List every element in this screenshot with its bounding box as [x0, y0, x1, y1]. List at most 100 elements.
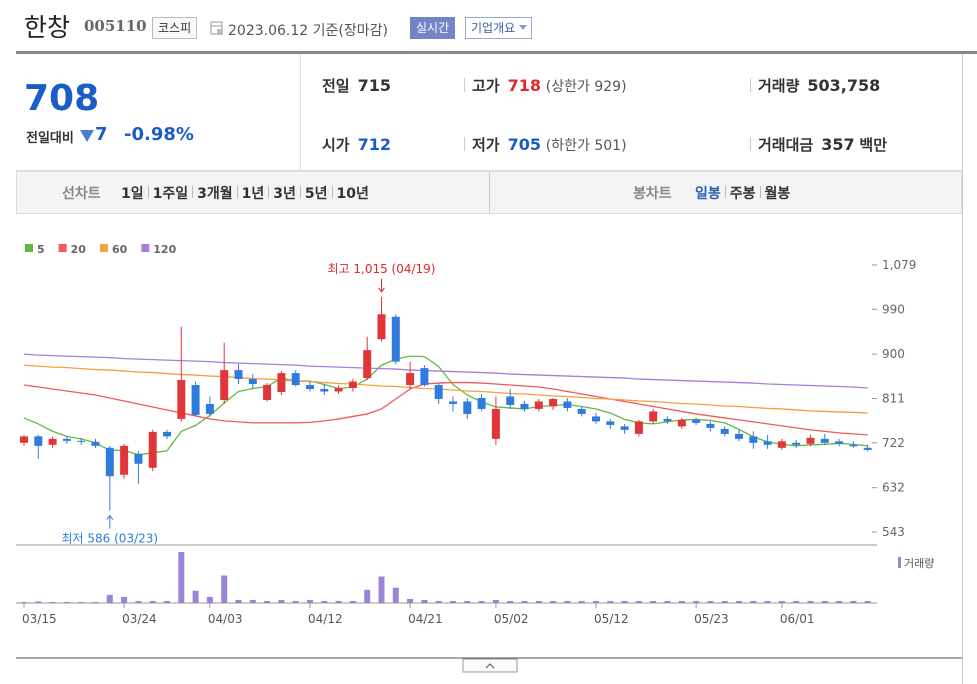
volume-bar — [564, 600, 571, 603]
quote-item: 거래대금 357 백만 — [758, 134, 887, 155]
candle-body — [48, 438, 57, 445]
volume-bar — [464, 600, 471, 603]
volume-bar — [135, 600, 142, 603]
legend-swatch — [25, 244, 33, 252]
company-dropdown[interactable]: 기업개요 — [465, 17, 533, 39]
volume-bar — [721, 600, 728, 603]
candle-body — [134, 453, 143, 464]
volume-bar — [621, 600, 628, 603]
ma-line — [23, 353, 868, 389]
volume-bar — [321, 600, 328, 603]
candle-body — [606, 421, 615, 425]
volume-bar — [335, 600, 342, 603]
item-note: (상한가 929) — [545, 79, 627, 95]
volume-bar — [92, 601, 99, 603]
candle-body — [177, 380, 186, 419]
volume-bar — [106, 594, 113, 603]
high-annotation: 최고 1,015 (04/19) — [327, 262, 435, 276]
separator — [464, 78, 465, 92]
item-value: 712 — [357, 135, 392, 154]
period-tab[interactable]: 3개월 — [197, 186, 233, 202]
tab-separator — [299, 186, 301, 198]
candle-body — [777, 441, 786, 448]
period-tab[interactable]: 월봉 — [764, 186, 791, 202]
candle-body — [234, 370, 243, 380]
y-tick-label: 543 — [882, 525, 905, 539]
collapse-button[interactable] — [462, 658, 518, 673]
low-arrow — [106, 514, 114, 529]
calendar-icon — [210, 21, 223, 35]
market-badge: 코스피 — [152, 17, 198, 39]
candle-body — [563, 401, 572, 408]
candle-body — [792, 442, 801, 445]
company-label: 기업개요 — [471, 21, 516, 35]
volume-bar — [35, 601, 42, 603]
candle-body — [91, 441, 100, 446]
change-label: 전일대비 — [26, 131, 74, 146]
period-tab[interactable]: 5년 — [304, 186, 328, 202]
period-tab[interactable]: 1년 — [241, 186, 265, 202]
period-tab[interactable]: 1일 — [121, 186, 144, 202]
tab-group-label: 봉차트 — [633, 186, 672, 202]
period-tab[interactable]: 1주일 — [152, 186, 189, 202]
quote-item: 고가 718 (상한가 929) — [472, 75, 627, 96]
stock-name: 한창 — [24, 13, 71, 42]
candle-body — [706, 423, 715, 428]
volume-bar — [693, 600, 700, 603]
item-value: 357 — [821, 135, 855, 154]
realtime-button[interactable]: 실시간 — [410, 17, 456, 39]
x-tick-label: 04/03 — [208, 612, 243, 626]
candle-body — [763, 441, 772, 445]
candle-body — [735, 433, 743, 439]
x-tick-label: 05/02 — [494, 612, 529, 626]
candle-body — [463, 401, 472, 414]
candle-body — [749, 436, 758, 443]
candle-body — [506, 396, 515, 405]
legend-swatch — [99, 244, 108, 252]
legend-label: 120 — [153, 243, 176, 256]
candle-body — [277, 373, 286, 393]
volume-bar — [807, 600, 814, 603]
candle-body — [863, 447, 872, 450]
legend-swatch — [141, 244, 150, 252]
down-triangle — [80, 130, 94, 142]
stock-code: 005110 — [84, 17, 147, 35]
legend-label: 60 — [112, 243, 128, 256]
legend-label: 5 — [37, 243, 45, 256]
period-tab[interactable]: 10년 — [336, 186, 369, 202]
candle-body — [20, 436, 28, 443]
candle-body — [663, 418, 672, 422]
volume-bar — [349, 600, 356, 603]
quote-item: 전일 715 — [322, 75, 391, 96]
candle-body — [449, 401, 457, 404]
candle-body — [820, 438, 829, 443]
legend-label: 거래량 — [904, 557, 934, 570]
candle-body — [34, 436, 43, 446]
volume-bar — [421, 599, 428, 603]
legend-swatch — [58, 244, 67, 252]
tab-separator — [724, 186, 726, 198]
volume-bar — [678, 600, 685, 603]
collapse-icon — [485, 663, 495, 669]
tab-separator — [759, 186, 761, 198]
candle-body — [348, 381, 357, 389]
volume-bar — [450, 600, 456, 603]
header-rule — [16, 51, 977, 54]
candle-body — [105, 447, 114, 477]
period-tab[interactable]: 3년 — [273, 186, 296, 202]
separator — [750, 137, 751, 151]
period-tab[interactable]: 주봉 — [729, 186, 756, 202]
volume-bar — [635, 600, 642, 603]
ma-line — [23, 364, 868, 414]
x-tick-label: 06/01 — [780, 612, 815, 626]
tab-separator — [147, 186, 149, 198]
volume-bar — [49, 601, 56, 603]
current-price: 708 — [24, 78, 100, 119]
volume-bar — [206, 596, 213, 603]
candle-body — [191, 385, 200, 415]
change-amount: 7 — [95, 124, 108, 145]
period-tab[interactable]: 일봉 — [695, 186, 721, 202]
volume-bar — [21, 601, 27, 603]
candle-body — [692, 419, 701, 423]
